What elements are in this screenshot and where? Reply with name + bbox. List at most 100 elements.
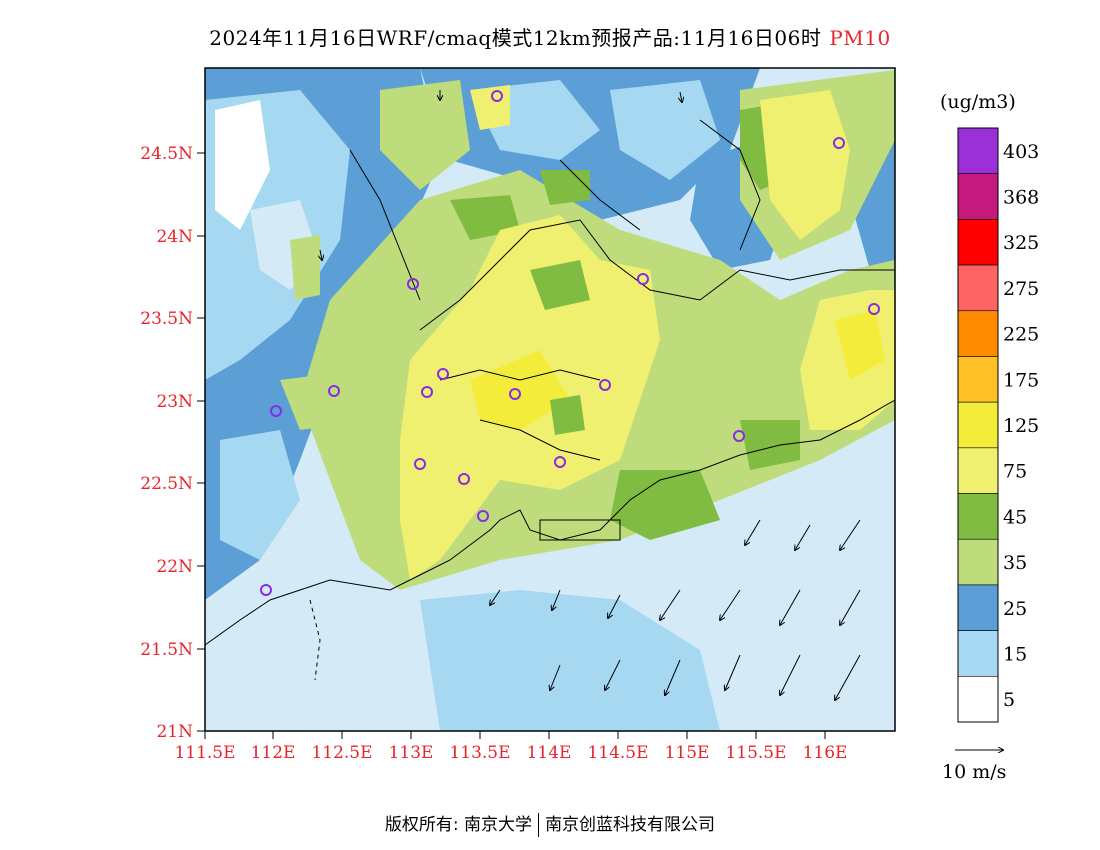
wind-arrow	[725, 654, 741, 690]
legend-swatch	[957, 584, 999, 631]
station-marker	[260, 584, 272, 596]
lat-label: 22N	[156, 557, 193, 577]
station-marker	[491, 90, 503, 102]
map-frame	[204, 67, 896, 732]
legend-label: 325	[1003, 232, 1039, 254]
lat-label: 24.5N	[140, 144, 193, 164]
legend-label: 125	[1003, 415, 1039, 437]
wind-arrow	[780, 589, 801, 625]
lon-label: 116E	[803, 743, 848, 763]
station-marker	[328, 385, 340, 397]
wind-reference-label: 10 m/s	[942, 761, 1006, 783]
station-marker	[637, 273, 649, 285]
wind-arrow	[490, 589, 501, 605]
wind-arrow	[665, 659, 681, 695]
wind-arrow	[835, 654, 861, 700]
legend-swatch	[957, 630, 999, 677]
footer-separator	[538, 813, 540, 837]
legend-swatch	[957, 310, 999, 357]
legend-label: 175	[1003, 369, 1039, 391]
lon-label: 112.5E	[311, 743, 372, 763]
station-marker	[437, 368, 449, 380]
wind-arrow	[720, 589, 741, 620]
wind-vectors	[320, 90, 861, 700]
lat-label: 23N	[156, 392, 193, 412]
footer-right: 南京创蓝科技有限公司	[545, 815, 716, 835]
lon-labels: 111.5E 112E 112.5E 113E 113.5E 114E 114.…	[174, 743, 847, 763]
wind-arrow	[320, 249, 322, 260]
station-marker	[509, 388, 521, 400]
legend-label: 275	[1003, 278, 1039, 300]
legend-swatch	[957, 264, 999, 312]
legend-frame	[957, 127, 999, 723]
legend-label: 403	[1003, 141, 1039, 163]
lon-label: 114.5E	[587, 743, 648, 763]
lat-label: 21.5N	[140, 640, 193, 660]
wind-arrow	[745, 519, 761, 545]
station-marker	[270, 405, 282, 417]
legend-swatch	[957, 356, 999, 403]
lat-ticks	[197, 152, 205, 732]
title-main: 2024年11月16日WRF/cmaq模式12km预报产品:11月16日06时	[209, 26, 822, 50]
station-marker	[868, 303, 880, 315]
legend-swatch	[957, 127, 999, 174]
lon-label: 114E	[527, 743, 572, 763]
lat-label: 21N	[156, 722, 193, 742]
station-marker	[733, 430, 745, 442]
legend-swatch	[957, 401, 999, 449]
station-marker	[421, 386, 433, 398]
concentration-field	[205, 68, 895, 731]
station-marker	[407, 278, 419, 290]
wind-arrow	[840, 519, 861, 550]
wind-arrow	[608, 594, 621, 618]
wind-arrow	[795, 524, 811, 550]
legend-label: 368	[1003, 187, 1039, 209]
legend-label: 45	[1003, 506, 1027, 528]
legend-swatch	[957, 447, 999, 494]
legend-swatch	[957, 538, 999, 586]
copyright-footer: 版权所有: 南京大学 南京创蓝科技有限公司	[0, 810, 1100, 837]
wind-arrow	[605, 659, 621, 690]
title-pollutant: PM10	[829, 26, 891, 50]
legend-label: 25	[1003, 598, 1027, 620]
lat-label: 24N	[156, 227, 193, 247]
wind-arrow	[780, 654, 801, 695]
wind-arrow	[840, 589, 861, 625]
legend-swatch	[957, 173, 999, 220]
legend-label: 5	[1003, 689, 1015, 711]
legend-swatch	[957, 219, 999, 266]
legend-label: 15	[1003, 643, 1027, 665]
station-marker	[414, 458, 426, 470]
lat-label: 23.5N	[140, 309, 193, 329]
lon-label: 115E	[665, 743, 710, 763]
legend-swatches	[957, 127, 999, 723]
lon-label: 112E	[251, 743, 296, 763]
station-marker	[554, 456, 566, 468]
map-title: 2024年11月16日WRF/cmaq模式12km预报产品:11月16日06时 P…	[0, 22, 1100, 51]
legend-label: 225	[1003, 324, 1039, 346]
station-marker	[477, 510, 489, 522]
lon-label: 113E	[389, 743, 434, 763]
wind-arrow	[680, 91, 682, 102]
wind-arrow	[552, 589, 561, 610]
lon-label: 111.5E	[174, 743, 235, 763]
footer-left: 版权所有: 南京大学	[384, 815, 533, 835]
monitoring-stations	[260, 90, 880, 596]
lon-label: 115.5E	[725, 743, 786, 763]
lon-ticks	[204, 731, 826, 739]
legend-label: 75	[1003, 461, 1027, 483]
legend-swatch	[957, 676, 999, 723]
station-marker	[599, 379, 611, 391]
wind-arrow	[550, 664, 561, 690]
lon-label: 113.5E	[449, 743, 510, 763]
legend-swatch	[957, 493, 999, 540]
legend: (ug/m3) 403 368 325 275 225 175 125 75 45 35 25 15 5…	[940, 91, 1039, 783]
station-marker	[458, 473, 470, 485]
station-marker	[833, 137, 845, 149]
lat-labels: 24.5N 24N 23.5N 23N 22.5N 22N 21.5N 21N	[140, 144, 193, 742]
wind-arrow	[660, 589, 681, 620]
legend-unit: (ug/m3)	[940, 91, 1016, 113]
lat-label: 22.5N	[140, 474, 193, 494]
legend-labels: 403 368 325 275 225 175 125 75 45 35 25 15 5	[1003, 141, 1039, 711]
